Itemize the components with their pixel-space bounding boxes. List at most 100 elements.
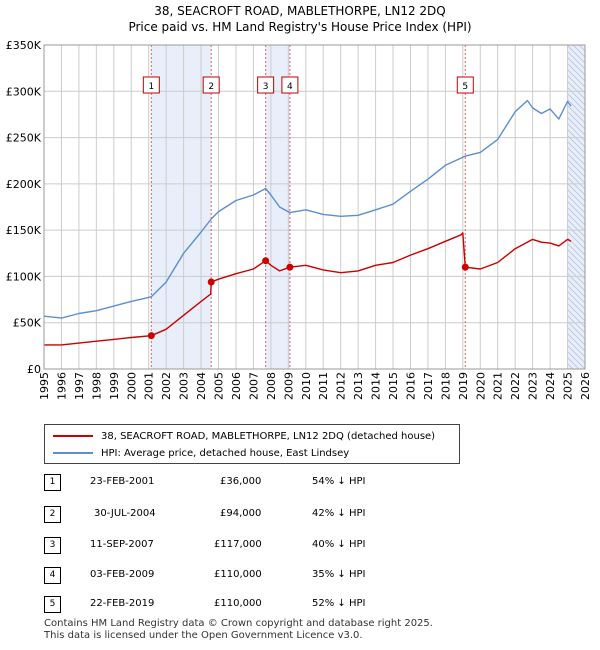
hatch-line	[567, 81, 586, 100]
y-tick-label: £300K	[6, 85, 42, 98]
hatch-line	[567, 123, 586, 142]
sale-date: 30-JUL-2004	[94, 508, 156, 519]
legend-label-price-paid: 38, SEACROFT ROAD, MABLETHORPE, LN12 2DQ…	[101, 430, 436, 442]
x-tick-label: 2025	[562, 372, 575, 400]
hatch-line	[567, 351, 586, 370]
sale-hpi-diff: 52% ↓ HPI	[312, 598, 366, 609]
sale-hpi-diff: 35% ↓ HPI	[312, 569, 366, 580]
x-tick-label: 2008	[265, 372, 278, 400]
sale-label-border	[456, 76, 474, 94]
sale-label-border	[257, 76, 275, 94]
hatch-line	[567, 177, 586, 196]
hatch-line	[567, 135, 586, 154]
sale-label-border	[202, 76, 220, 94]
sale-hpi-diff: 40% ↓ HPI	[312, 539, 366, 550]
legend-item-hpi: HPI: Average price, detached house, East…	[53, 445, 349, 461]
hatch-line	[567, 309, 586, 328]
hatch-line	[567, 243, 586, 262]
sale-date: 22-FEB-2019	[90, 598, 155, 609]
x-tick-label: 1995	[38, 372, 51, 400]
hatch-line	[567, 339, 586, 358]
sale-point	[207, 278, 215, 286]
sale-point	[147, 332, 155, 340]
y-tick-label: £50K	[13, 317, 42, 330]
shaded-period	[567, 45, 585, 369]
plot-border	[43, 44, 586, 370]
x-tick-label: 2016	[404, 372, 417, 400]
sale-label-text: 1	[148, 82, 154, 92]
sale-price: £36,000	[220, 476, 262, 487]
hatch-line	[567, 315, 586, 334]
sale-hpi-diff: 54% ↓ HPI	[312, 476, 366, 487]
legend-swatch-hpi	[53, 452, 93, 454]
hatch-line	[567, 87, 586, 106]
hatch-line	[567, 345, 586, 364]
y-tick-label: £250K	[6, 132, 42, 145]
legend: 38, SEACROFT ROAD, MABLETHORPE, LN12 2DQ…	[44, 424, 460, 464]
footer-copyright: Contains HM Land Registry data © Crown c…	[44, 618, 433, 629]
x-tick-label: 2007	[247, 372, 260, 400]
sale-number-badge: 5	[44, 596, 61, 613]
x-tick-label: 2000	[125, 372, 138, 400]
shaded-period	[151, 45, 212, 369]
sale-price: £110,000	[214, 598, 262, 609]
x-tick-label: 1997	[73, 372, 86, 400]
y-tick-label: £0	[27, 363, 41, 376]
price-paid-line	[44, 232, 572, 346]
legend-label-hpi: HPI: Average price, detached house, East…	[101, 447, 350, 459]
hatch-line	[567, 129, 586, 148]
sale-label-box: 2	[202, 76, 220, 94]
x-tick-label: 2002	[160, 372, 173, 400]
sale-point	[262, 257, 270, 265]
sale-date: 11-SEP-2007	[90, 539, 154, 550]
hatch-line	[567, 165, 586, 184]
x-tick-label: 2018	[439, 372, 452, 400]
sale-label-text: 4	[287, 82, 293, 92]
hatch-line	[567, 219, 586, 238]
x-tick-label: 2022	[509, 372, 522, 400]
hatch-line	[567, 303, 586, 322]
x-tick-label: 2026	[579, 372, 592, 400]
sale-price: £110,000	[214, 569, 262, 580]
sale-price: £94,000	[220, 508, 262, 519]
hatch-line	[567, 75, 586, 94]
y-tick-label: £200K	[6, 178, 42, 191]
hatch-line	[567, 291, 586, 310]
plot-area	[44, 45, 585, 369]
hatch-line	[567, 225, 586, 244]
chart-title: 38, SEACROFT ROAD, MABLETHORPE, LN12 2DQ	[154, 4, 446, 18]
hatch-line	[567, 333, 586, 352]
x-tick-label: 2014	[370, 372, 383, 400]
x-tick-label: 2003	[178, 372, 191, 400]
sale-date: 03-FEB-2009	[90, 569, 155, 580]
hatch-line	[567, 105, 586, 124]
hatch-line	[567, 183, 586, 202]
price-chart: 1 2 3 4 5 £0 £50K £100K £150K £200K £250K £300K £350…	[6, 39, 592, 400]
sale-label-text: 3	[263, 82, 269, 92]
hatch-line	[572, 44, 586, 58]
y-tick-label: £350K	[6, 39, 42, 52]
sale-label-text: 2	[208, 82, 214, 92]
hatch-line	[567, 207, 586, 226]
hatch-line	[567, 213, 586, 232]
sale-number-badge: 3	[44, 537, 61, 554]
hatch-line	[567, 195, 586, 214]
hatch-line	[567, 69, 586, 88]
hpi-line	[43, 99, 572, 319]
x-tick-label: 2021	[492, 372, 505, 400]
x-tick-label: 1998	[90, 372, 103, 400]
hatch-line	[567, 363, 574, 370]
x-tick-label: 2012	[335, 372, 348, 400]
chart-subtitle: Price paid vs. HM Land Registry's House …	[128, 20, 472, 34]
sale-number-badge: 1	[44, 474, 61, 491]
hatch-line	[567, 141, 586, 160]
hatch-line	[567, 171, 586, 190]
sale-label-box: 3	[257, 76, 275, 94]
x-tick-label: 2011	[317, 372, 330, 400]
legend-item-price-paid: 38, SEACROFT ROAD, MABLETHORPE, LN12 2DQ…	[53, 428, 435, 444]
hatch-line	[567, 57, 586, 76]
x-tick-label: 1996	[55, 372, 68, 400]
x-tick-label: 2010	[300, 372, 313, 400]
hatch-line	[567, 279, 586, 298]
hatch-line	[567, 231, 586, 250]
